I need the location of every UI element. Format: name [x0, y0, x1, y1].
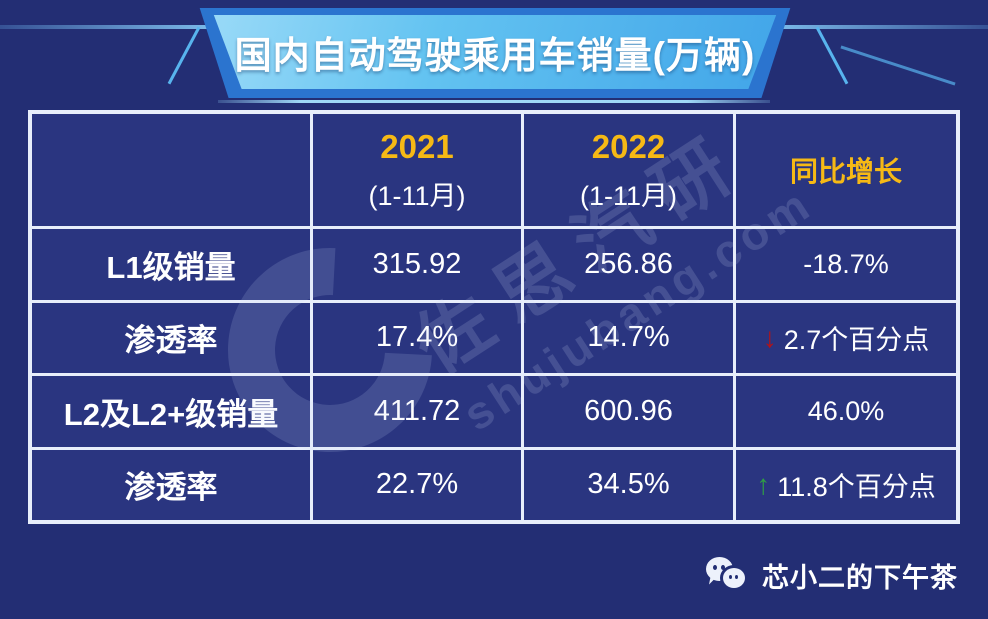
banner-right-accent-line: [815, 26, 849, 85]
cell-l1-2022: 256.86: [524, 229, 733, 300]
header-period-2021: (1-11月): [368, 180, 466, 211]
wechat-bubble-small: [723, 567, 745, 588]
cell-l1pen-2021: 17.4%: [313, 302, 521, 373]
header-year-2022: 2022: [591, 127, 666, 165]
banner-right-accent-line-2: [840, 45, 956, 86]
cell-l2-2022: 600.96: [524, 376, 733, 447]
title-banner-inner: 国内自动驾驶乘用车销量(万辆): [213, 15, 777, 89]
header-period-2022: (1-11月): [579, 180, 678, 211]
cell-l1-yoy: -18.7%: [736, 229, 956, 300]
row-label-l1-penetration: 渗透率: [32, 302, 310, 373]
header-year-2021: 2021: [380, 127, 454, 165]
sales-table: 2021 (1-11月) 2022 (1-11月) 同比增长 L1级销量 315…: [28, 110, 960, 524]
down-arrow-icon: ↓: [762, 321, 777, 353]
yoy-value: -18.7%: [803, 248, 889, 279]
cell-l2pen-2022: 34.5%: [524, 449, 733, 520]
row-label-l2-sales: L2及L2+级销量: [32, 376, 310, 447]
header-cell-yoy: 同比增长: [736, 114, 956, 226]
page-title: 国内自动驾驶乘用车销量(万辆): [234, 35, 756, 76]
up-arrow-icon: ↑: [756, 468, 771, 500]
cell-l2-2021: 411.72: [313, 376, 521, 447]
banner-left-accent-line: [167, 26, 201, 85]
cell-l1-2021: 315.92: [313, 229, 521, 300]
cell-l1pen-yoy: ↓ 2.7个百分点: [736, 302, 956, 373]
yoy-value: 11.8个百分点: [777, 472, 936, 503]
yoy-value: 46.0%: [807, 395, 885, 426]
cell-l1pen-2022: 14.7%: [524, 302, 733, 373]
header-cell-blank: [32, 114, 310, 226]
banner-echo-line: [218, 100, 770, 103]
footer: 芯小二的下午茶: [706, 556, 958, 595]
row-label-l1-sales: L1级销量: [32, 229, 310, 300]
header-cell-2021: 2021 (1-11月): [313, 114, 521, 226]
title-banner: 国内自动驾驶乘用车销量(万辆): [199, 8, 791, 98]
cell-l2pen-yoy: ↑ 11.8个百分点: [736, 449, 956, 520]
yoy-value: 2.7个百分点: [783, 325, 930, 356]
cell-l2-yoy: 46.0%: [736, 376, 956, 447]
wechat-account-name: 芯小二的下午茶: [762, 563, 958, 593]
wechat-icon: [706, 556, 750, 595]
cell-l2pen-2021: 22.7%: [313, 449, 521, 520]
header-cell-2022: 2022 (1-11月): [524, 114, 733, 226]
row-label-l2-penetration: 渗透率: [32, 449, 310, 520]
